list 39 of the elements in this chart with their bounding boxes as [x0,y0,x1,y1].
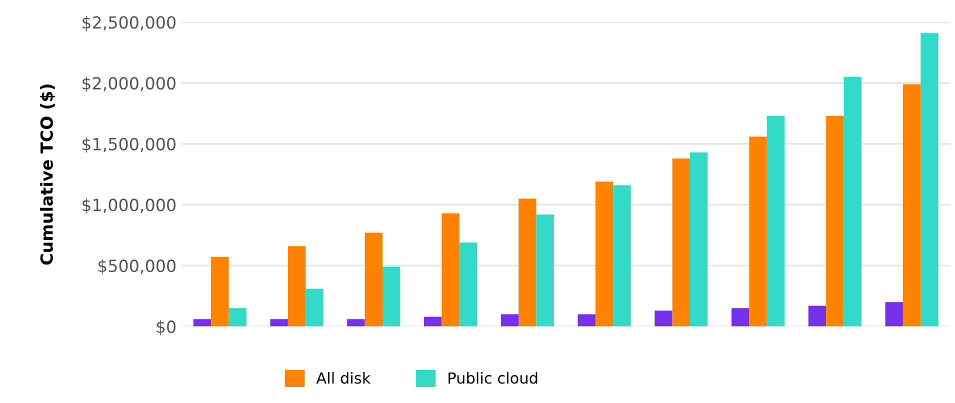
bar [749,136,767,326]
y-tick-label: $500,000 [98,259,176,274]
bar [500,314,519,326]
bar [595,182,614,326]
bar [518,198,536,326]
bar [844,76,862,326]
bar [654,310,672,326]
bar [808,306,826,326]
bar [306,288,324,326]
y-tick-label: $1,000,000 [82,198,176,214]
legend-label: All disk [316,372,371,384]
bar [690,152,708,326]
y-tick-label: $1,500,000 [82,138,176,153]
bar [613,185,631,326]
bar [382,266,400,326]
bar [211,257,229,326]
bar [193,319,212,326]
bar [228,308,246,326]
bar [364,232,382,326]
bar [885,302,903,326]
bar [672,158,690,326]
y-tick-label: $0 [156,320,176,336]
bar [288,246,306,326]
bar [270,319,288,326]
bar [347,319,365,326]
legend-label: Public cloud [448,372,538,384]
bar [459,242,478,326]
y-tick-label: $2,000,000 [82,76,176,92]
bar [766,116,785,326]
bar [920,33,938,326]
bar [424,316,442,326]
bar [442,213,460,326]
y-tick-label: $2,500,000 [82,16,176,31]
bar [536,214,554,326]
bar [732,308,750,326]
bar [826,116,844,326]
y-axis-title: Cumulative TCO ($) [40,84,56,265]
bar [578,314,596,326]
bar [902,84,921,326]
